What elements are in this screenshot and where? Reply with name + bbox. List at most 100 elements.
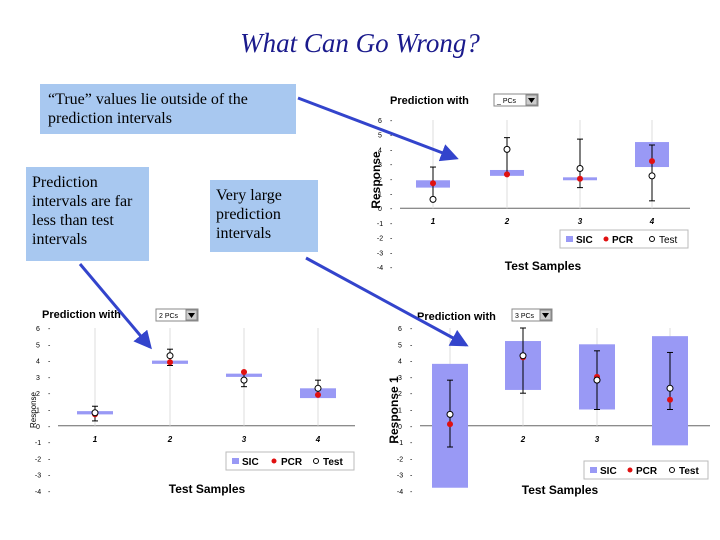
slide-title: What Can Go Wrong?	[240, 28, 480, 58]
y-tick-label: 1	[398, 408, 402, 415]
y-tick-label: 4	[398, 359, 402, 366]
pcr-point	[577, 175, 583, 182]
chart-title: Prediction with	[42, 309, 121, 321]
y-tick-mark: -	[410, 408, 413, 415]
x-tick-label: 2	[520, 435, 526, 444]
y-tick-label: 6	[398, 326, 402, 333]
x-axis-label: Test Samples	[505, 259, 582, 273]
y-tick-mark: -	[390, 192, 393, 199]
y-tick-label: -4	[35, 489, 41, 496]
y-tick-label: -3	[35, 473, 41, 480]
y-tick-mark: -	[48, 359, 51, 366]
legend-test: Test	[323, 457, 343, 468]
x-tick-label: 2	[167, 435, 173, 444]
test-point	[166, 352, 174, 360]
legend-marker-pcr	[271, 458, 277, 464]
y-tick-mark: -	[410, 440, 413, 447]
y-tick-mark: -	[410, 326, 413, 333]
y-tick-label: 2	[36, 391, 40, 398]
x-tick-label: 4	[315, 435, 321, 444]
y-tick-mark: -	[390, 265, 393, 272]
callout-intervals-less: Prediction intervals are far less than t…	[26, 167, 149, 261]
x-tick-label: 4	[649, 217, 655, 226]
legend-sic: SIC	[600, 466, 617, 477]
pcr-point	[649, 158, 655, 165]
legend: SIC PCR Test	[559, 229, 689, 249]
legend-marker-test	[313, 458, 319, 464]
y-tick-mark: -	[390, 236, 393, 243]
y-tick-label: -2	[377, 236, 383, 243]
legend-marker-pcr	[627, 467, 633, 473]
test-point	[503, 145, 511, 153]
y-tick-label: 2	[378, 177, 382, 184]
y-tick-mark: -	[410, 375, 413, 382]
y-tick-label: -1	[397, 440, 403, 447]
pcr-point	[167, 359, 173, 366]
y-axis-label: Response	[29, 391, 38, 428]
y-tick-mark: -	[48, 424, 51, 431]
test-point	[666, 384, 674, 392]
y-tick-mark: -	[48, 375, 51, 382]
y-tick-mark: -	[390, 177, 393, 184]
chevron-down-icon	[528, 98, 535, 103]
callout-very-large: Very large prediction intervals	[210, 180, 318, 252]
y-tick-mark: -	[410, 473, 413, 480]
pc-dropdown[interactable]: 2 PCs	[155, 308, 199, 322]
y-tick-label: -4	[377, 265, 383, 272]
legend-swatch-sic	[566, 236, 573, 242]
pc-dropdown[interactable]: _ PCs	[493, 93, 539, 107]
x-tick-label: 2	[504, 217, 510, 226]
legend-marker-pcr	[603, 236, 609, 242]
legend: SIC PCR Test	[583, 460, 709, 480]
y-tick-mark: -	[390, 162, 393, 169]
legend-pcr: PCR	[636, 466, 658, 477]
legend-sic: SIC	[576, 235, 593, 246]
pc-dropdown[interactable]: 3 PCs	[511, 308, 553, 322]
pcr-point	[241, 369, 247, 376]
legend-sic: SIC	[242, 457, 259, 468]
y-tick-label: 3	[378, 162, 382, 169]
test-point	[648, 172, 656, 180]
pcr-point	[447, 421, 453, 428]
y-tick-mark: -	[48, 440, 51, 447]
x-axis-label: Test Samples	[522, 483, 599, 497]
arrow-intervals-less	[78, 263, 152, 350]
arrow-true-values	[297, 96, 459, 162]
y-tick-mark: -	[390, 206, 393, 213]
x-tick-label: 3	[242, 435, 247, 444]
y-tick-label: 3	[398, 375, 402, 382]
y-tick-mark: -	[48, 456, 51, 463]
y-tick-label: 5	[36, 342, 40, 349]
y-tick-label: 5	[398, 342, 402, 349]
y-tick-mark: -	[48, 326, 51, 333]
y-tick-label: -3	[377, 250, 383, 257]
test-point	[314, 384, 322, 392]
pc-dropdown-value: 3 PCs	[515, 313, 535, 320]
pc-dropdown-value: 2 PCs	[159, 313, 179, 320]
y-tick-label: 1	[378, 192, 382, 199]
y-tick-label: 4	[36, 359, 40, 366]
y-tick-label: -2	[397, 456, 403, 463]
y-tick-label: 0	[378, 206, 382, 213]
test-point	[240, 376, 248, 384]
y-tick-label: 1	[36, 408, 40, 415]
legend-test: Test	[659, 235, 678, 246]
legend-test: Test	[679, 466, 699, 477]
arrow-very-large	[305, 256, 469, 347]
y-tick-label: -2	[35, 456, 41, 463]
chevron-down-icon	[542, 313, 549, 318]
y-axis-label: Response 1	[387, 376, 401, 444]
y-tick-label: 2	[398, 391, 402, 398]
y-tick-label: 0	[398, 424, 402, 431]
y-tick-label: -1	[35, 440, 41, 447]
y-tick-mark: -	[48, 489, 51, 496]
y-tick-mark: -	[410, 359, 413, 366]
legend: SIC PCR Test	[225, 451, 355, 471]
y-tick-label: 6	[36, 326, 40, 333]
y-tick-mark: -	[410, 456, 413, 463]
y-tick-mark: -	[390, 147, 393, 154]
y-tick-label: 6	[378, 118, 382, 125]
x-tick-label: 1	[93, 435, 98, 444]
